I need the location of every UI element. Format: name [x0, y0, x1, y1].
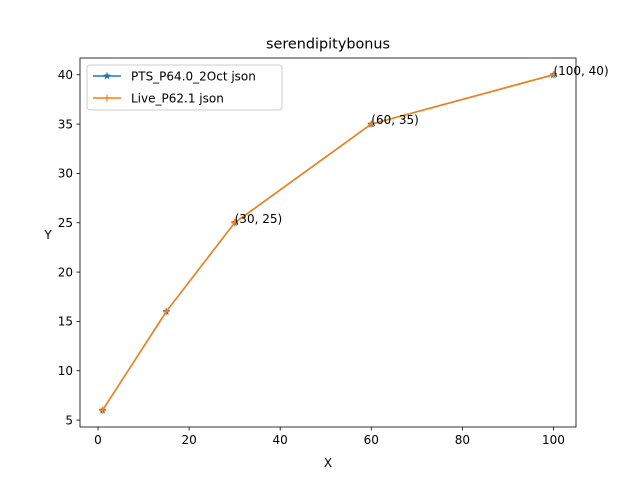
data-label: (100, 40) — [553, 64, 608, 78]
legend-marker — [102, 71, 112, 80]
series-2-point — [367, 120, 375, 128]
plot-background — [80, 58, 576, 427]
plot-area — [80, 58, 576, 427]
y-tick-label: 40 — [58, 68, 73, 82]
legend: PTS_P64.0_2Oct json Live_P62.1 json — [86, 64, 283, 111]
series-group — [98, 70, 558, 414]
x-axis-label: X — [324, 456, 332, 470]
x-tick-label: 20 — [181, 433, 196, 447]
x-tick-label: 100 — [542, 433, 565, 447]
y-tick-label: 25 — [58, 216, 73, 230]
legend-label: PTS_P64.0_2Oct json — [131, 69, 256, 83]
series-2 — [99, 71, 557, 414]
data-label: (60, 35) — [371, 113, 419, 127]
y-tick-label: 20 — [58, 265, 73, 279]
legend-entry-2: Live_P62.1 json — [93, 91, 224, 105]
x-tick-label: 80 — [455, 433, 470, 447]
y-tick-label: 30 — [58, 167, 73, 181]
y-axis-label: Y — [43, 228, 52, 242]
y-tick-label: 15 — [58, 315, 73, 329]
axes-frame — [79, 57, 577, 428]
legend-marker — [103, 94, 111, 102]
chart-title: serendipitybonus — [266, 37, 390, 53]
legend-label: Live_P62.1 json — [131, 91, 224, 105]
y-tick-label: 10 — [58, 364, 73, 378]
x-tick-label: 0 — [94, 433, 102, 447]
x-tick-label: 60 — [364, 433, 379, 447]
annotations-group: (30, 25) (60, 35) (100, 40) — [235, 64, 609, 226]
y-tick-label: 35 — [58, 117, 73, 131]
series-2-point — [231, 219, 239, 227]
data-label: (30, 25) — [235, 212, 283, 226]
y-tick-label: 5 — [65, 413, 73, 427]
series-2-point — [549, 71, 557, 79]
series-2-point — [162, 308, 170, 316]
legend-box — [86, 64, 283, 111]
series-2-point — [99, 406, 107, 414]
x-tick-label: 40 — [273, 433, 288, 447]
legend-entry-1: PTS_P64.0_2Oct json — [93, 69, 256, 83]
axes-group: 0 20 40 60 80 100 5 10 15 20 25 30 35 40 — [58, 57, 577, 447]
